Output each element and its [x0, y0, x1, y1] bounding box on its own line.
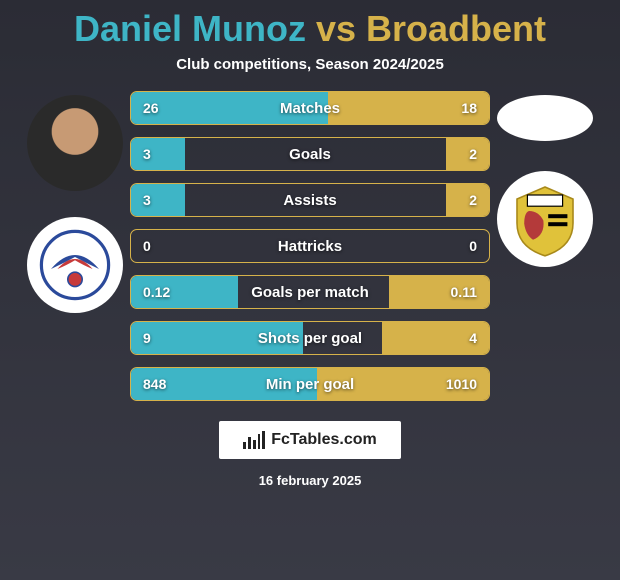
stat-row: 32Assists	[130, 183, 490, 217]
fctables-logo-text: FcTables.com	[271, 431, 377, 449]
stat-value-left: 0	[143, 230, 151, 262]
stat-bars: 2618Matches 32Goals 32Assists 0 0Hattricks 0.…	[130, 91, 490, 401]
stat-label: Hattricks	[131, 230, 489, 262]
stat-row: 8481010Min per goal	[130, 367, 490, 401]
fctables-bars-icon	[243, 431, 265, 449]
stat-row: 0.120.11Goals per match	[130, 275, 490, 309]
stat-bar-right-fill	[446, 138, 489, 170]
stat-bar-left-fill	[131, 184, 185, 216]
stat-bar-right-fill	[389, 276, 489, 308]
comparison-card: Daniel Munoz vs Broadbent Club competiti…	[0, 0, 620, 580]
left-avatar-col	[20, 91, 130, 401]
fctables-logo[interactable]: FcTables.com	[219, 421, 401, 459]
player-right-club-badge	[497, 171, 593, 267]
crystal-palace-badge-icon	[35, 225, 115, 305]
player-right-name: Broadbent	[366, 8, 546, 49]
stat-bar-left-fill	[131, 92, 328, 124]
stat-row: 32Goals	[130, 137, 490, 171]
stat-bar-left-fill	[131, 276, 238, 308]
title: Daniel Munoz vs Broadbent	[74, 8, 546, 50]
stat-label: Goals	[131, 138, 489, 170]
stat-value-right: 0	[469, 230, 477, 262]
title-vs: vs	[316, 8, 356, 49]
stat-bar-right-fill	[446, 184, 489, 216]
comparison-body: 2618Matches 32Goals 32Assists 0 0Hattricks 0.…	[0, 91, 620, 401]
stat-label: Assists	[131, 184, 489, 216]
player-right-avatar	[497, 95, 593, 141]
player-left-avatar	[27, 95, 123, 191]
stat-bar-right-fill	[317, 368, 489, 400]
stat-bar-right-fill	[382, 322, 489, 354]
date-text: 16 february 2025	[259, 473, 362, 488]
stat-row: 2618Matches	[130, 91, 490, 125]
stat-bar-left-fill	[131, 138, 185, 170]
player-left-club-badge	[27, 217, 123, 313]
stat-bar-left-fill	[131, 322, 303, 354]
stat-bar-right-fill	[328, 92, 489, 124]
stat-bar-left-fill	[131, 368, 317, 400]
doncaster-badge-icon	[505, 179, 585, 259]
player-left-name: Daniel Munoz	[74, 8, 306, 49]
subtitle: Club competitions, Season 2024/2025	[176, 56, 444, 73]
right-avatar-col	[490, 91, 600, 401]
stat-row: 0 0Hattricks	[130, 229, 490, 263]
stat-row: 94Shots per goal	[130, 321, 490, 355]
